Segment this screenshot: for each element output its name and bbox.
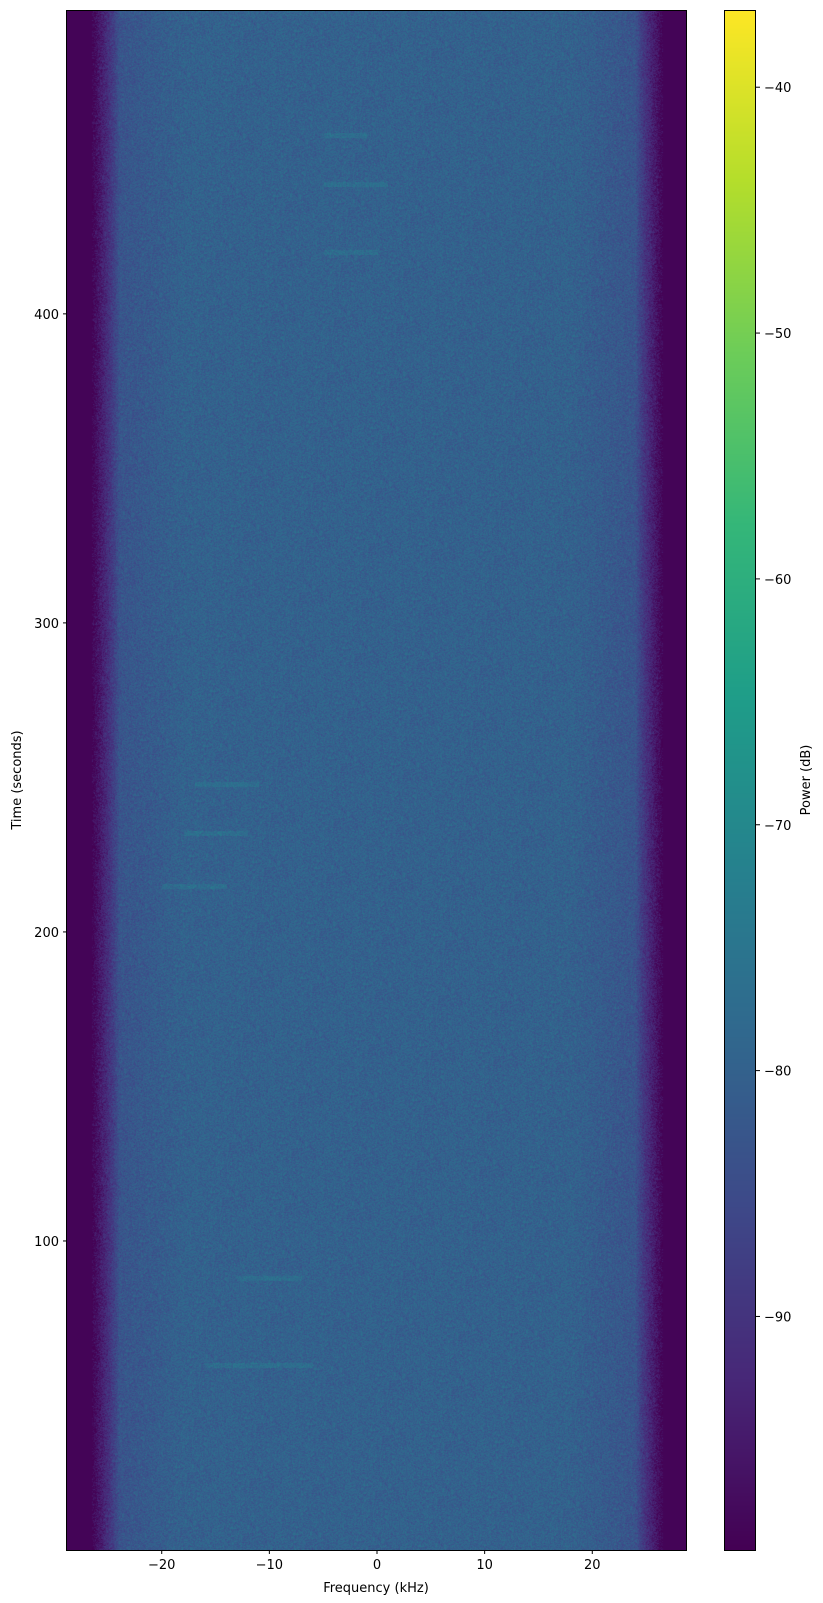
colorbar-tick-label: −80 bbox=[764, 1065, 791, 1080]
y-tick-label: 300 bbox=[34, 617, 59, 632]
y-axis-label: Time (seconds) bbox=[10, 730, 25, 830]
colorbar-tick-label: −90 bbox=[764, 1310, 791, 1325]
x-tick-label: −20 bbox=[148, 1558, 175, 1573]
colorbar-tick-label: −70 bbox=[764, 819, 791, 834]
x-tick-label: 10 bbox=[476, 1558, 493, 1573]
x-tick-label: −10 bbox=[256, 1558, 283, 1573]
x-axis-label: Frequency (kHz) bbox=[323, 1581, 429, 1596]
x-tick-label: 0 bbox=[373, 1558, 381, 1573]
spectrogram-heatmap bbox=[67, 11, 687, 1550]
colorbar-label: Power (dB) bbox=[799, 745, 814, 816]
colorbar-frame bbox=[724, 10, 756, 1551]
colorbar-tick-label: −60 bbox=[764, 573, 791, 588]
colorbar-tick-label: −40 bbox=[764, 81, 791, 96]
x-tick-label: 20 bbox=[584, 1558, 601, 1573]
y-tick-label: 400 bbox=[34, 308, 59, 323]
plot-frame bbox=[66, 10, 687, 1551]
y-tick-label: 100 bbox=[34, 1235, 59, 1250]
y-tick-label: 200 bbox=[34, 926, 59, 941]
colorbar-tick-label: −50 bbox=[764, 327, 791, 342]
colorbar-gradient bbox=[724, 11, 756, 1550]
